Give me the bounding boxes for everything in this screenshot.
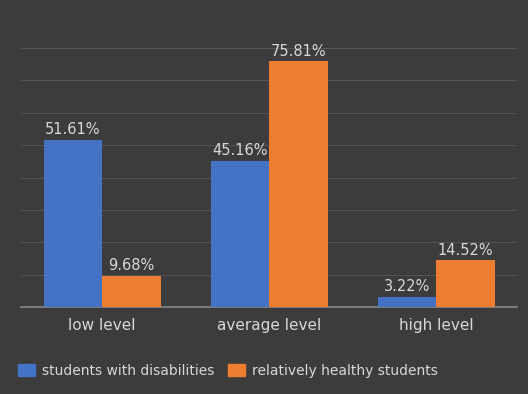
Text: 45.16%: 45.16% [212, 143, 268, 158]
Text: 3.22%: 3.22% [384, 279, 430, 294]
Text: 75.81%: 75.81% [271, 44, 326, 59]
Legend: students with disabilities, relatively healthy students: students with disabilities, relatively h… [18, 364, 438, 378]
Bar [44, 140, 102, 307]
Text: 14.52%: 14.52% [438, 243, 494, 258]
Bar [102, 276, 161, 307]
Text: 51.61%: 51.61% [45, 122, 101, 137]
Bar [436, 260, 495, 307]
Bar [269, 61, 328, 307]
Bar [378, 297, 436, 307]
Text: 9.68%: 9.68% [108, 258, 155, 273]
Bar [211, 161, 269, 307]
